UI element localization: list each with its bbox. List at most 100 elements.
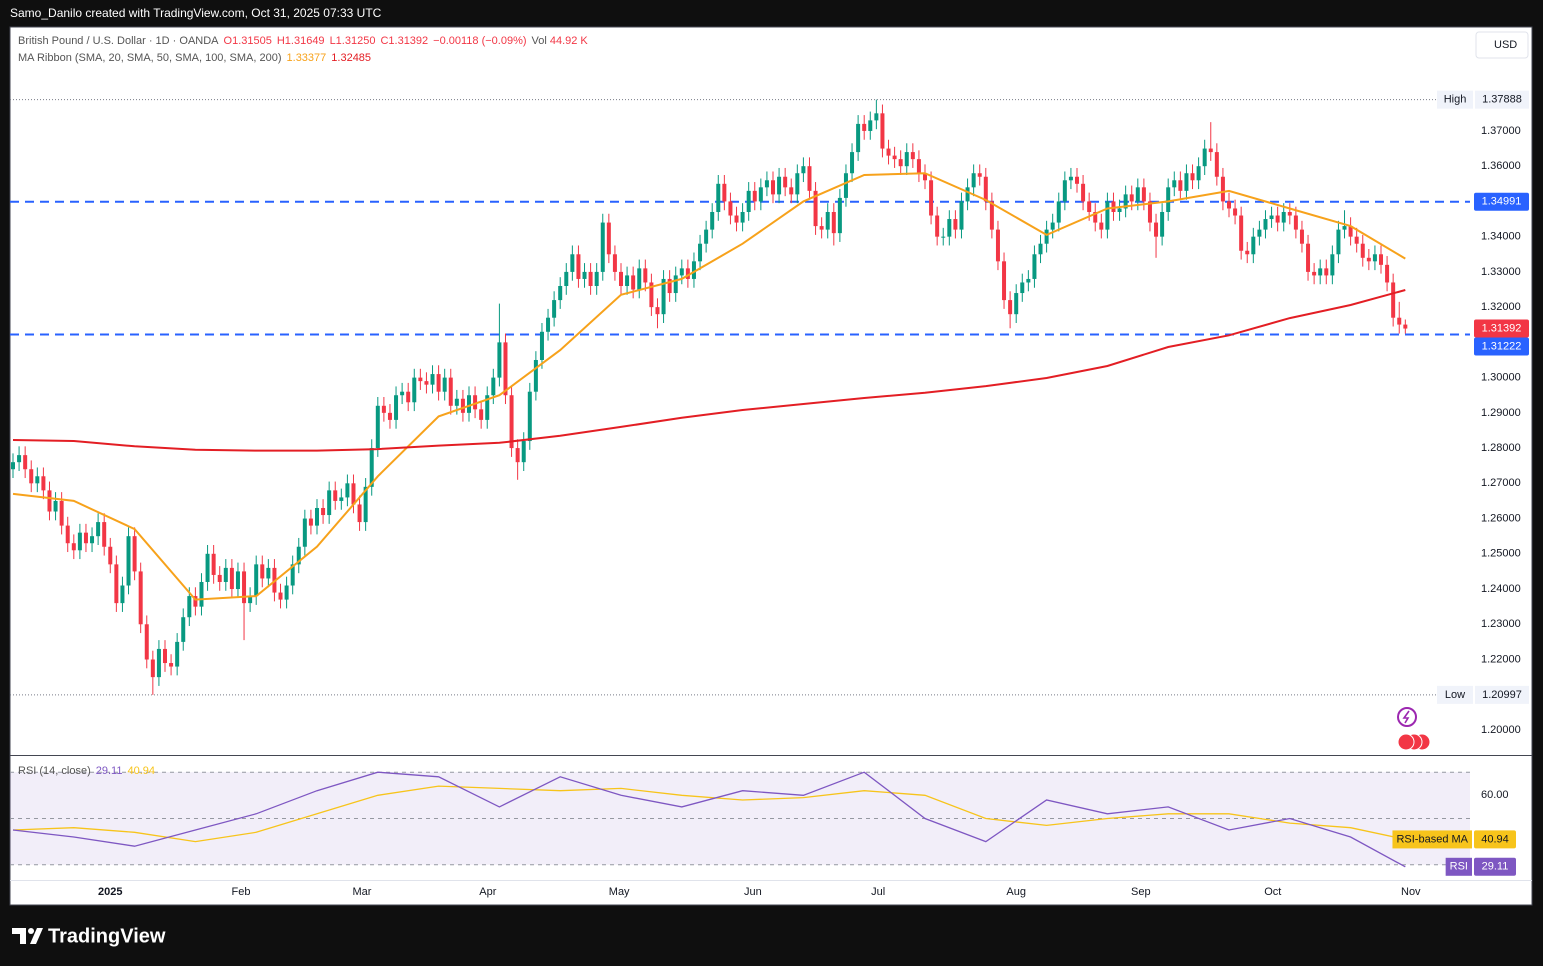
- candle-body: [843, 173, 848, 198]
- candle-body: [685, 268, 690, 279]
- ohlc-value: O1.31505: [224, 35, 272, 47]
- candle-body: [594, 271, 599, 286]
- indicator-legend: MA Ribbon (SMA, 20, SMA, 50, SMA, 100, S…: [18, 52, 371, 64]
- candle-body: [679, 268, 684, 276]
- level-label-bg: [1474, 337, 1529, 356]
- candle-body: [1032, 254, 1037, 279]
- volume-value: 44.92 K: [550, 35, 589, 47]
- candle-body: [552, 300, 557, 318]
- candle-body: [65, 525, 70, 544]
- candle-body: [1372, 254, 1377, 262]
- candle-body: [53, 500, 58, 512]
- candle-body: [1391, 282, 1396, 318]
- rsi-title: RSI (14, close): [18, 765, 91, 777]
- candle-body: [138, 571, 143, 625]
- candle-body: [169, 663, 174, 667]
- candle-body: [558, 285, 563, 301]
- candle-body: [570, 254, 575, 272]
- indicator-value: 1.33377: [287, 52, 327, 64]
- candle-body: [211, 553, 216, 575]
- candle-body: [327, 490, 332, 516]
- candle-body: [187, 596, 192, 618]
- candle-body: [193, 596, 198, 607]
- candle-body: [1330, 254, 1335, 276]
- candle-body: [758, 187, 763, 202]
- candle-body: [260, 564, 265, 579]
- candle-body: [777, 176, 782, 195]
- indicator-value: 1.32485: [331, 52, 371, 64]
- time-tick-label: Aug: [1006, 886, 1026, 898]
- candle-body: [874, 113, 879, 121]
- ohlc-value: L1.31250: [330, 35, 376, 47]
- flag-icon[interactable]: [1397, 733, 1415, 751]
- rsi-line: [12, 771, 1406, 868]
- price-tick-label: 1.32000: [1481, 301, 1521, 313]
- candle-body: [144, 624, 149, 660]
- candle-body: [1117, 208, 1122, 212]
- candle-body: [1336, 229, 1341, 255]
- candle-body: [181, 617, 186, 642]
- candle-body: [120, 585, 125, 604]
- candle-body: [704, 229, 709, 244]
- candle-body: [1129, 194, 1134, 202]
- event-icon-bolt: [1402, 710, 1410, 724]
- candle-body: [1360, 243, 1365, 258]
- candle-body: [1099, 222, 1104, 230]
- candle-body: [41, 476, 46, 491]
- currency-button: USD: [1494, 39, 1517, 51]
- candle-body: [831, 211, 836, 234]
- rsi-value-bg: [1474, 857, 1516, 876]
- candle-body: [892, 155, 897, 160]
- candle-body: [698, 243, 703, 262]
- candle-body: [655, 307, 660, 315]
- candle-body: [217, 574, 222, 582]
- candle-body: [1044, 229, 1049, 244]
- candle-body: [1397, 317, 1402, 325]
- candle-body: [1312, 271, 1317, 276]
- candle-body: [126, 536, 131, 586]
- candle-body: [576, 254, 581, 279]
- candle-body: [77, 532, 82, 551]
- time-tick-label: Sep: [1131, 886, 1151, 898]
- candle-body: [813, 190, 818, 227]
- candle-body: [1050, 222, 1055, 230]
- currency-button-bg[interactable]: [1475, 31, 1529, 59]
- candle-body: [1014, 293, 1019, 315]
- candle-body: [1342, 226, 1347, 230]
- candle-body: [995, 229, 1000, 262]
- candle-body: [722, 183, 727, 202]
- candle-body: [248, 596, 253, 604]
- candle-body: [880, 113, 885, 149]
- candle-body: [661, 278, 666, 315]
- price-tick-label: 1.24000: [1481, 583, 1521, 595]
- price-tick-label: 1.26000: [1481, 512, 1521, 524]
- candle-body: [564, 271, 569, 286]
- candle-body: [71, 543, 76, 551]
- candle-body: [746, 190, 751, 212]
- candle-body: [132, 536, 137, 572]
- brand: TradingView: [48, 925, 166, 947]
- candle-body: [983, 176, 988, 202]
- candle-body: [716, 183, 721, 212]
- high-tag-bg: [1437, 90, 1473, 109]
- candle-body: [83, 532, 88, 544]
- candle-body: [1166, 187, 1171, 212]
- candle-body: [539, 331, 544, 360]
- candle-body: [400, 391, 405, 396]
- candle-body: [886, 148, 891, 156]
- candle-body: [1379, 254, 1383, 265]
- candle-body: [11, 462, 15, 470]
- last-price-label: 1.31392: [1482, 322, 1522, 334]
- rsi-legend-value: 40.94: [127, 765, 155, 777]
- candle-body: [1184, 173, 1189, 191]
- price-tick-label: 1.30000: [1481, 372, 1521, 384]
- candle-body: [795, 173, 800, 195]
- time-tick-label: Oct: [1264, 886, 1281, 898]
- candle-body: [381, 405, 386, 413]
- ohlc-value: C1.31392: [380, 35, 428, 47]
- candle-body: [448, 377, 453, 406]
- candle-body: [691, 261, 696, 279]
- candle-body: [1196, 166, 1201, 181]
- candle-body: [916, 159, 921, 174]
- event-icon[interactable]: [1397, 707, 1417, 727]
